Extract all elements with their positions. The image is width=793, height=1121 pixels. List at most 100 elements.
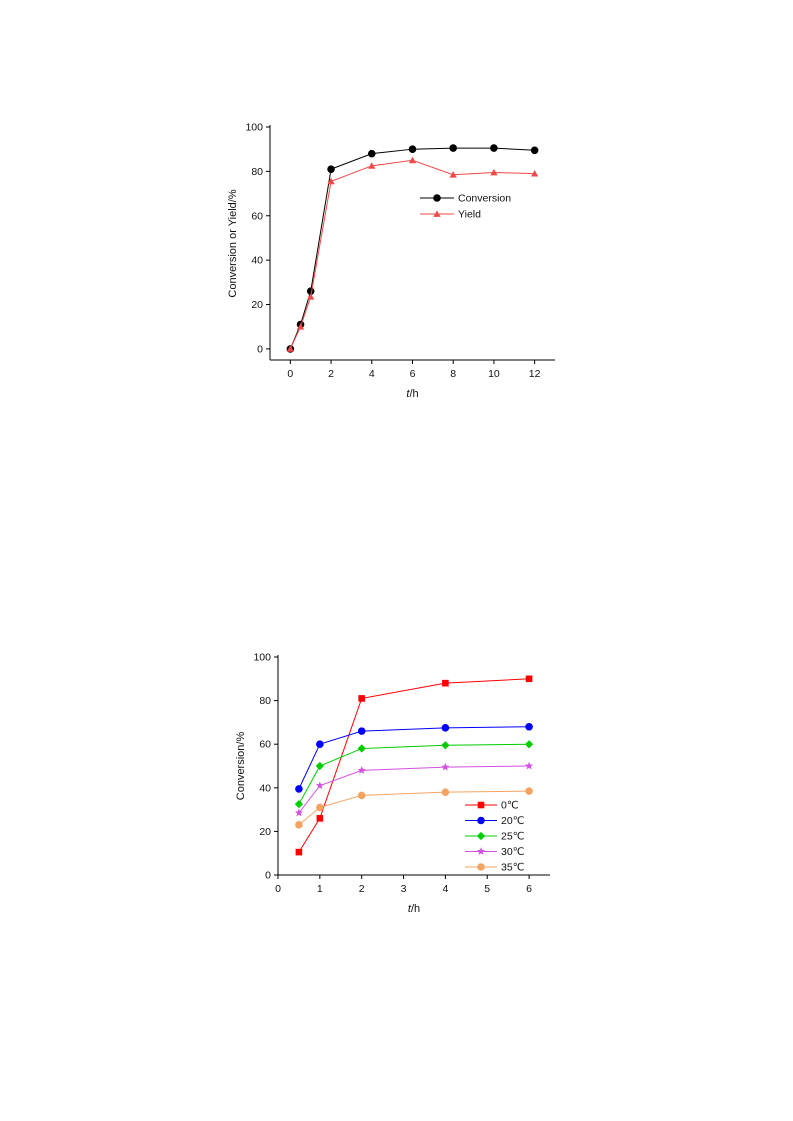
series-5 <box>295 787 533 829</box>
series-line <box>298 743 530 805</box>
data-point <box>368 162 376 169</box>
y-tick-label: 0 <box>265 870 271 882</box>
series-line <box>289 147 535 350</box>
data-point <box>525 722 533 731</box>
legend: 0℃ 20℃ 25℃ 30℃ 35℃ <box>465 800 524 874</box>
data-point <box>316 740 324 748</box>
data-point <box>441 724 450 732</box>
data-point <box>357 727 366 735</box>
data-point <box>358 695 365 702</box>
y-tick-label: 0 <box>257 343 263 355</box>
legend-label: 25℃ <box>501 831 524 843</box>
x-tick-label: 12 <box>529 368 541 380</box>
x-tick-label: 6 <box>526 883 532 895</box>
series-1 <box>295 675 533 856</box>
x-tick-label: 5 <box>484 883 490 895</box>
legend-marker <box>433 210 441 217</box>
data-point <box>286 345 294 352</box>
legend-label: Conversion <box>458 193 511 205</box>
y-tick-label: 20 <box>251 299 263 311</box>
x-tick-label: 3 <box>401 883 407 895</box>
data-point <box>525 761 534 770</box>
data-point <box>442 679 449 687</box>
data-point <box>296 323 305 330</box>
legend-marker <box>476 847 486 855</box>
y-tick-label: 60 <box>251 210 263 222</box>
legend-marker <box>477 863 485 871</box>
legend-marker <box>477 816 485 825</box>
data-point <box>327 165 335 173</box>
series-4 <box>294 761 534 817</box>
data-point <box>357 744 366 753</box>
y-tick-label: 80 <box>251 166 263 178</box>
data-point <box>449 144 458 152</box>
x-tick-label: 2 <box>359 883 365 895</box>
x-tick-label: 6 <box>410 368 416 380</box>
data-point <box>524 740 534 749</box>
y-tick-label: 100 <box>245 122 263 134</box>
y-tick-label: 20 <box>259 826 271 838</box>
legend-label: 35℃ <box>501 862 524 874</box>
data-point <box>295 848 303 856</box>
data-point <box>294 808 303 817</box>
data-point <box>357 791 366 800</box>
data-point <box>441 788 450 796</box>
x-tick-label: 0 <box>275 883 281 895</box>
data-point <box>307 293 315 300</box>
x-tick-label: 1 <box>317 883 323 895</box>
series-2 <box>295 722 533 793</box>
data-point <box>490 168 498 176</box>
series-1 <box>286 144 539 353</box>
data-point <box>316 815 324 822</box>
y-axis-title: Conversion or Yield/% <box>227 189 239 297</box>
x-tick-label: 2 <box>328 368 334 380</box>
series-line <box>298 678 530 853</box>
data-point <box>408 156 417 164</box>
data-point <box>295 821 303 829</box>
data-point <box>327 177 335 185</box>
y-tick-label: 60 <box>259 739 271 751</box>
data-point <box>367 149 376 158</box>
x-axis-title: t/h <box>406 388 418 400</box>
data-point <box>408 145 417 153</box>
data-point <box>530 146 539 155</box>
data-point <box>294 800 304 809</box>
data-point <box>531 169 539 177</box>
x-tick-label: 8 <box>450 368 456 380</box>
x-tick-label: 4 <box>442 883 448 895</box>
y-tick-label: 100 <box>253 652 271 664</box>
data-point <box>295 785 303 793</box>
data-point <box>316 803 324 812</box>
chart-conversion-temperature: 0 20 40 60 80 100 0 1 2 3 4 5 6 t/h Conversion/% 0℃ 20℃ 2… <box>235 652 550 915</box>
data-point <box>525 675 533 683</box>
x-axis-title-variable: t <box>406 388 410 400</box>
data-point <box>357 766 366 774</box>
data-point <box>525 787 533 795</box>
x-axis-title-variable: t <box>408 903 412 915</box>
data-point <box>315 781 324 790</box>
legend-label: 30℃ <box>501 846 524 858</box>
y-tick-label: 40 <box>259 782 271 794</box>
x-axis-title-unit: /h <box>411 903 420 915</box>
data-point <box>315 761 324 771</box>
data-point <box>441 741 450 750</box>
series-line <box>298 765 530 814</box>
data-point <box>441 762 450 771</box>
y-tick-label: 80 <box>259 695 271 707</box>
series-line <box>289 159 535 350</box>
legend-marker <box>477 801 485 809</box>
series-line <box>298 790 530 826</box>
x-axis-title-unit: /h <box>409 388 418 400</box>
legend-label: Yield <box>458 209 481 221</box>
y-tick-label: 40 <box>251 255 263 267</box>
data-point <box>449 171 457 178</box>
legend-marker <box>433 194 441 202</box>
x-axis-title: t/h <box>408 903 420 915</box>
legend-label: 20℃ <box>501 815 524 827</box>
series-3 <box>294 740 534 809</box>
chart-conversion-yield: 0 20 40 60 80 100 0 2 4 6 8 10 12 t/h Conversion or Yi… <box>227 122 555 400</box>
series-2 <box>286 156 539 352</box>
data-point <box>490 144 498 152</box>
legend-marker <box>476 831 486 841</box>
x-tick-label: 10 <box>488 368 500 380</box>
